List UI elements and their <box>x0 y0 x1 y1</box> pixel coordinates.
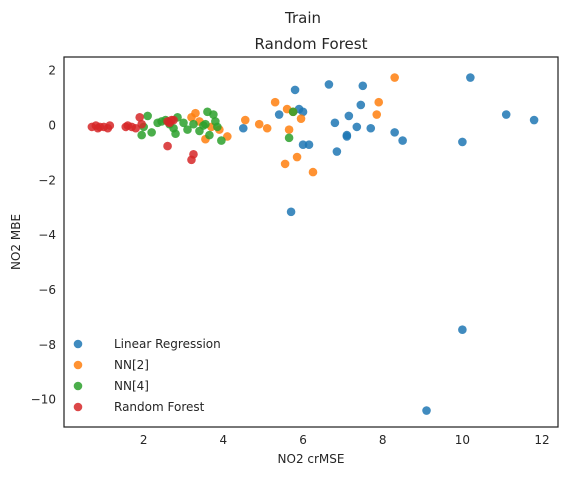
x-tick-label: 6 <box>299 433 307 447</box>
data-point <box>280 159 290 169</box>
legend-label: Linear Regression <box>114 337 221 351</box>
data-point <box>366 123 376 133</box>
legend-label: Random Forest <box>114 400 205 414</box>
x-axis-label: NO2 crMSE <box>278 452 345 466</box>
legend: Linear Regression NN[2] NN[4] Random Forest <box>73 337 221 414</box>
data-point <box>189 149 198 159</box>
data-point <box>217 136 226 145</box>
data-point <box>304 140 314 150</box>
data-point <box>458 325 467 335</box>
legend-marker <box>73 381 83 391</box>
data-point <box>137 119 146 129</box>
y-tick-label: −6 <box>38 283 56 297</box>
data-point <box>374 97 384 107</box>
legend-marker <box>73 402 83 412</box>
chart-title: Random Forest <box>255 35 368 53</box>
data-point <box>262 123 272 133</box>
data-point <box>308 167 318 177</box>
x-tick-label: 2 <box>140 433 148 447</box>
legend-label: NN[2] <box>114 358 149 372</box>
data-point <box>183 125 192 134</box>
data-point <box>137 130 146 140</box>
series-3 <box>87 112 198 165</box>
data-point <box>529 115 539 125</box>
data-point <box>284 125 294 134</box>
data-point <box>398 136 407 145</box>
data-point <box>205 130 214 140</box>
data-point <box>179 118 188 128</box>
data-point <box>163 141 172 151</box>
legend-marker <box>73 339 83 349</box>
data-point <box>390 73 399 82</box>
data-point <box>358 81 368 91</box>
data-point <box>135 112 144 122</box>
data-point <box>201 119 210 129</box>
data-point <box>286 207 296 217</box>
data-point <box>458 137 467 147</box>
x-tick-label: 4 <box>220 433 228 447</box>
x-tick-label: 12 <box>534 433 549 447</box>
y-tick-label: −4 <box>38 228 56 242</box>
series-0 <box>238 73 539 415</box>
data-point <box>292 152 302 162</box>
figure-suptitle: Train <box>284 9 321 27</box>
series-2 <box>137 107 298 145</box>
data-point <box>332 147 342 156</box>
data-point <box>466 73 475 82</box>
data-point <box>147 128 156 137</box>
data-point <box>330 118 340 128</box>
data-point <box>324 80 334 89</box>
y-tick-label: −8 <box>38 338 56 352</box>
data-point <box>213 122 222 132</box>
data-point <box>238 123 248 133</box>
data-point <box>169 115 178 125</box>
data-point <box>254 119 264 129</box>
data-point <box>189 119 198 129</box>
data-point <box>342 132 352 141</box>
data-point <box>274 110 284 119</box>
data-point <box>209 110 218 119</box>
x-tick-label: 10 <box>455 433 470 447</box>
data-point <box>284 133 294 143</box>
data-point <box>344 111 354 121</box>
y-tick-label: 0 <box>48 119 56 133</box>
y-axis-label: NO2 MBE <box>9 214 23 270</box>
y-tick-label: −10 <box>31 393 56 407</box>
plot-area: 2 4 6 8 10 12 2 0 −2 −4 −6 −8 −10 <box>31 56 559 447</box>
data-point <box>143 111 152 121</box>
axes-frame <box>63 56 559 428</box>
data-point <box>372 110 382 119</box>
data-point <box>298 140 308 150</box>
data-point <box>298 107 308 117</box>
data-point <box>356 100 366 110</box>
data-point <box>501 110 511 119</box>
data-point <box>288 107 298 117</box>
data-point <box>352 122 362 132</box>
legend-marker <box>73 360 83 370</box>
data-point <box>296 114 306 123</box>
data-point <box>390 128 399 137</box>
data-point <box>191 108 200 118</box>
data-point <box>290 85 300 95</box>
y-tick-label: −2 <box>38 173 56 187</box>
x-tick-label: 8 <box>379 433 387 447</box>
data-point <box>171 129 180 139</box>
legend-label: NN[4] <box>114 379 149 393</box>
y-tick-label: 2 <box>48 64 56 78</box>
data-point <box>270 97 280 107</box>
data-point <box>422 406 431 415</box>
data-point <box>105 121 115 130</box>
data-point <box>240 115 250 125</box>
